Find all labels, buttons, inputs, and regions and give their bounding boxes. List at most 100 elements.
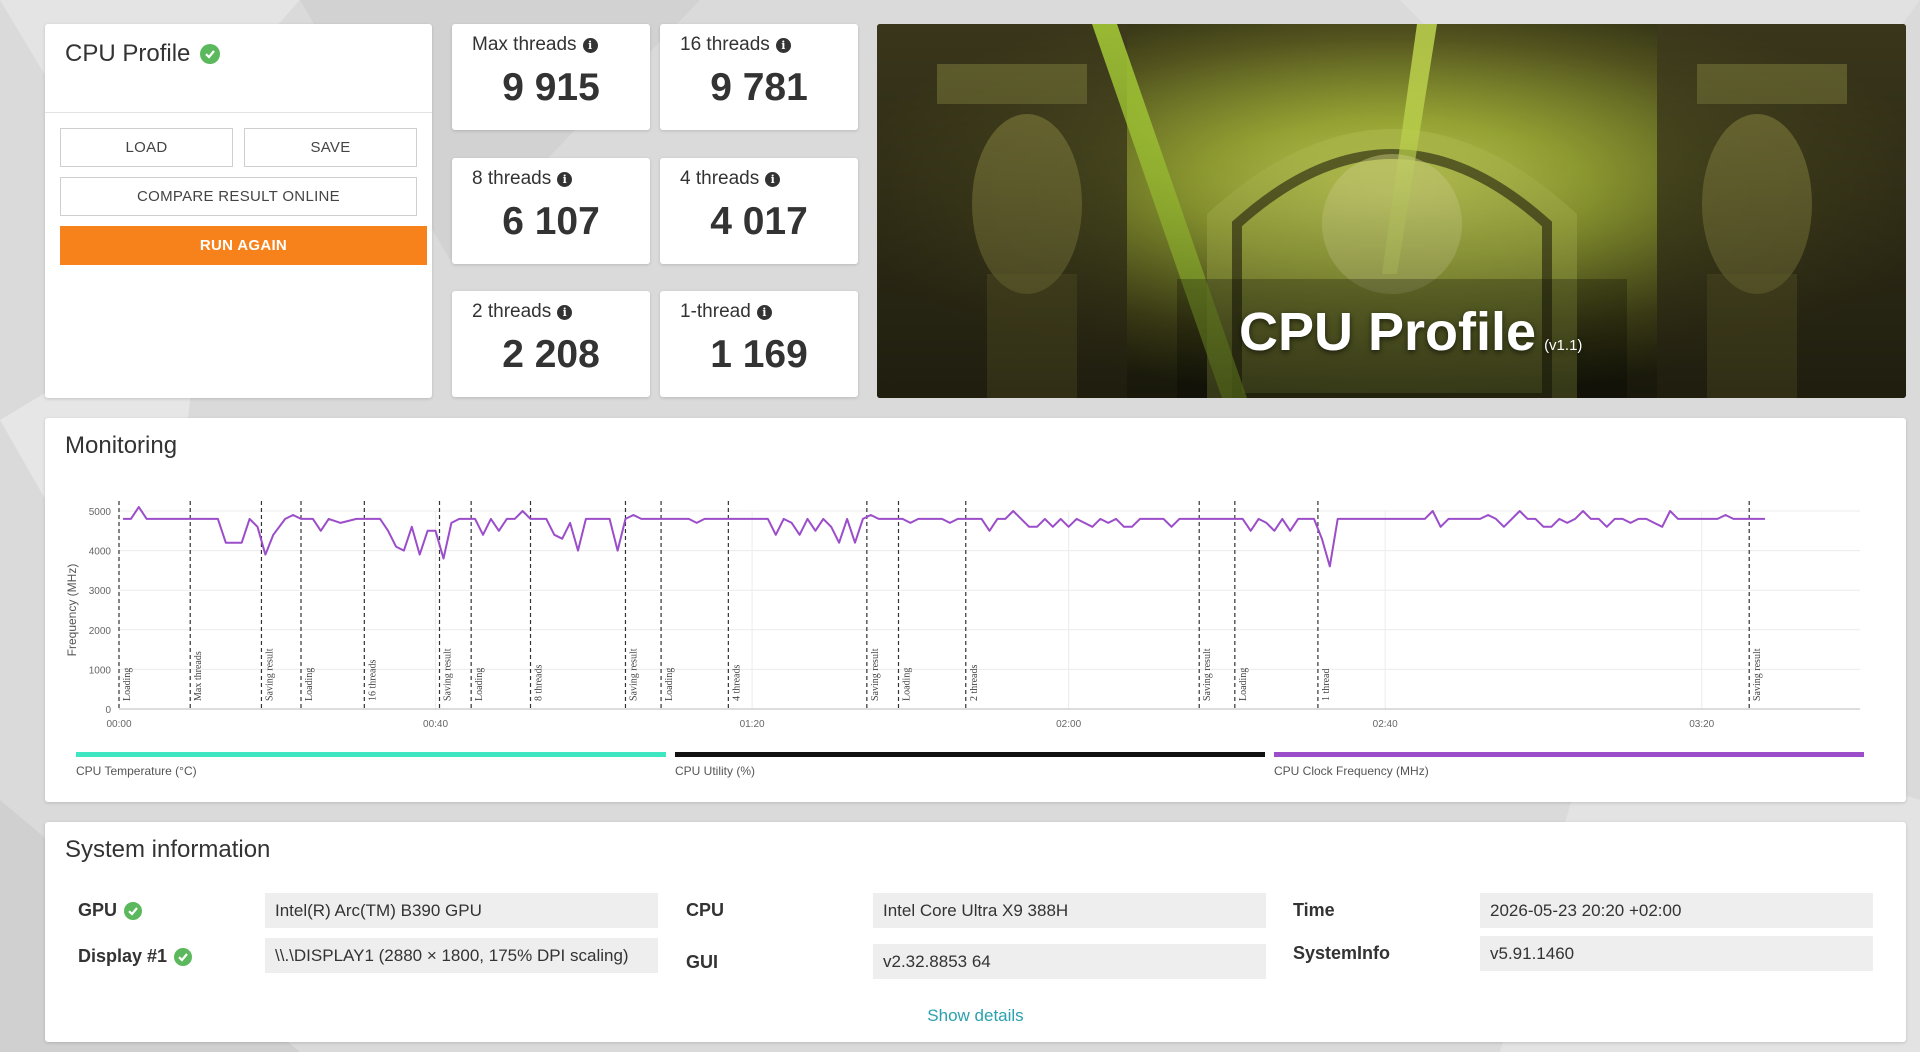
legend-label: CPU Temperature (°C) (76, 764, 197, 778)
score-label-wrap: 2 threads i (472, 301, 573, 323)
display-label: Display #1 (78, 946, 193, 967)
phase-marker-label: Saving result (264, 648, 275, 701)
time-label: Time (1293, 900, 1335, 920)
score-tile-8-threads: 8 threads i 6 107 (452, 158, 650, 264)
phase-marker-label: Saving result (1202, 648, 1213, 701)
gpu-value: Intel(R) Arc(TM) B390 GPU (265, 893, 658, 928)
monitoring-card: Monitoring 0 1000 2000 3000 4000 5000 00:00 00:… (45, 418, 1906, 802)
run-again-button[interactable]: RUN AGAIN (60, 226, 427, 265)
phase-marker-label: Saving result (1752, 648, 1763, 701)
hero-title: CPU Profile (v1.1) (1239, 301, 1582, 363)
legend-swatch (76, 752, 666, 757)
system-information-title: System information (65, 836, 271, 863)
score-label: 1-thread (680, 301, 751, 322)
y-tick-label: 1000 (89, 665, 112, 676)
gpu-label-text: GPU (78, 900, 118, 920)
compare-result-online-button[interactable]: COMPARE RESULT ONLINE (60, 177, 417, 216)
phase-marker-label: 4 threads (731, 665, 742, 701)
score-value: 9 915 (502, 66, 600, 109)
x-tick-label: 00:00 (106, 719, 131, 730)
score-value: 9 781 (710, 66, 808, 109)
score-value: 4 017 (710, 200, 808, 243)
systeminfo-value: v5.91.1460 (1480, 936, 1873, 971)
check-icon (200, 44, 221, 64)
score-label: Max threads (472, 34, 577, 55)
x-tick-label: 02:40 (1373, 719, 1398, 730)
score-label-wrap: Max threads i (472, 34, 598, 56)
gui-label: GUI (686, 952, 719, 972)
phase-marker-label: Loading (901, 668, 912, 701)
hero-artwork (877, 24, 1906, 398)
hero-title-text: CPU Profile (1239, 302, 1537, 362)
score-value: 1 169 (710, 333, 808, 376)
phase-marker-label: 16 threads (367, 660, 378, 701)
phase-marker-label: Max threads (193, 651, 204, 701)
info-icon[interactable]: i (765, 171, 781, 187)
cpu-value: Intel Core Ultra X9 388H (873, 893, 1266, 928)
divider (45, 112, 432, 113)
info-icon[interactable]: i (775, 37, 791, 53)
profile-title: CPU Profile (65, 40, 221, 68)
x-tick-label: 03:20 (1689, 719, 1714, 730)
phase-marker-label: Loading (474, 668, 485, 701)
systeminfo-label: SystemInfo (1293, 943, 1391, 963)
profile-title-text: CPU Profile (65, 40, 191, 67)
phase-marker-label: Saving result (870, 648, 881, 701)
y-tick-label: 2000 (89, 626, 112, 637)
y-tick-label: 0 (105, 705, 111, 716)
info-icon[interactable]: i (557, 304, 573, 320)
score-value: 2 208 (502, 333, 600, 376)
load-button[interactable]: LOAD (60, 128, 233, 167)
save-button[interactable]: SAVE (244, 128, 417, 167)
check-icon (124, 901, 143, 920)
check-icon (174, 947, 193, 966)
gpu-label: GPU (78, 900, 143, 921)
y-tick-label: 4000 (89, 547, 112, 558)
hero-banner: CPU Profile (v1.1) (877, 24, 1906, 398)
score-tile-max-threads: Max threads i 9 915 (452, 24, 650, 130)
score-label: 4 threads (680, 168, 760, 189)
info-icon[interactable]: i (756, 304, 772, 320)
system-information-card: System information GPU Intel(R) Arc(TM) … (45, 822, 1906, 1042)
phase-marker-label: 8 threads (534, 665, 545, 701)
score-tile-1-thread: 1-thread i 1 169 (660, 291, 858, 397)
gui-value: v2.32.8853 64 (873, 944, 1266, 979)
monitoring-title: Monitoring (65, 432, 178, 459)
score-label-wrap: 16 threads i (680, 34, 791, 56)
score-label-wrap: 8 threads i (472, 168, 573, 190)
info-icon[interactable]: i (582, 37, 598, 53)
legend-label: CPU Utility (%) (675, 764, 755, 778)
time-value: 2026-05-23 20:20 +02:00 (1480, 893, 1873, 928)
frequency-series-line (123, 506, 1765, 568)
x-tick-label: 02:00 (1056, 719, 1081, 730)
y-tick-label: 3000 (89, 586, 112, 597)
score-label-wrap: 4 threads i (680, 168, 781, 190)
phase-marker-label: Loading (664, 668, 675, 701)
display-value: \\.\DISPLAY1 (2880 × 1800, 175% DPI scal… (265, 938, 658, 973)
legend-swatch (675, 752, 1265, 757)
score-label: 16 threads (680, 34, 770, 55)
score-tile-2-threads: 2 threads i 2 208 (452, 291, 650, 397)
phase-marker-label: 1 thread (1321, 669, 1332, 702)
legend-label: CPU Clock Frequency (MHz) (1274, 764, 1429, 778)
phase-marker-label: 2 threads (969, 665, 980, 701)
x-tick-label: 00:40 (423, 719, 448, 730)
phase-marker-label: Loading (1238, 668, 1249, 701)
score-label: 2 threads (472, 301, 552, 322)
phase-marker-label: Saving result (628, 648, 639, 701)
legend-swatch (1274, 752, 1864, 757)
phase-marker-label: Loading (122, 668, 133, 701)
y-axis-label: Frequency (MHz) (65, 564, 79, 657)
show-details-link[interactable]: Show details (927, 1006, 1024, 1025)
score-label-wrap: 1-thread i (680, 301, 772, 323)
cpu-label: CPU (686, 900, 725, 920)
monitoring-chart: 0 1000 2000 3000 4000 5000 00:00 00:40 01:20 02:0… (65, 501, 1864, 778)
display-label-text: Display #1 (78, 946, 168, 966)
score-tile-16-threads: 16 threads i 9 781 (660, 24, 858, 130)
info-icon[interactable]: i (557, 171, 573, 187)
x-tick-label: 01:20 (740, 719, 765, 730)
score-value: 6 107 (502, 200, 600, 243)
profile-card: CPU Profile LOAD SAVE COMPARE RESULT ONL… (45, 24, 432, 398)
phase-marker-label: Loading (304, 668, 315, 701)
phase-marker-label: Saving result (443, 648, 454, 701)
